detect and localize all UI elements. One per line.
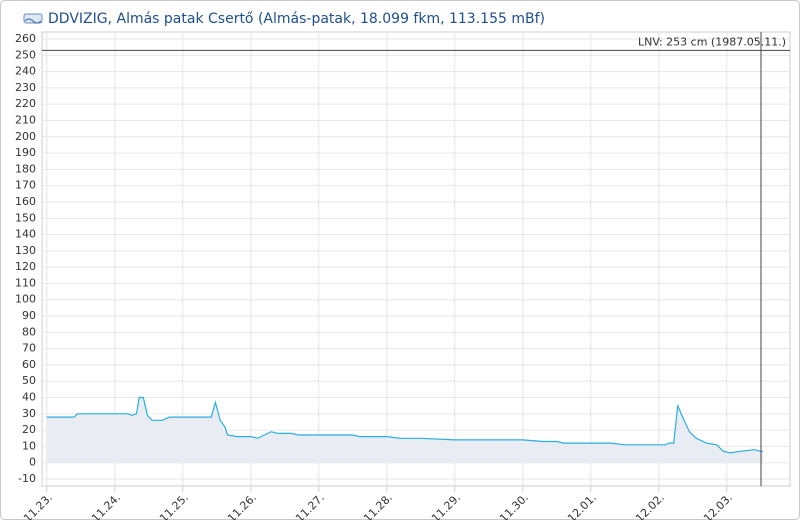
y-tick-label: 140 bbox=[15, 228, 36, 241]
y-tick-label: 210 bbox=[15, 113, 36, 126]
y-tick-label: 180 bbox=[15, 162, 36, 175]
logo bbox=[23, 13, 43, 24]
y-tick-label: 150 bbox=[15, 211, 36, 224]
y-tick-label: 70 bbox=[22, 342, 36, 355]
y-tick-label: 90 bbox=[22, 309, 36, 322]
lnv-label: LNV: 253 cm (1987.05.11.) bbox=[638, 35, 786, 48]
y-tick-label: 50 bbox=[22, 374, 36, 387]
y-tick-label: 0 bbox=[29, 456, 36, 469]
y-tick-label: 40 bbox=[22, 391, 36, 404]
y-tick-label: 20 bbox=[22, 423, 36, 436]
y-tick-label: 230 bbox=[15, 81, 36, 94]
y-tick-label: 60 bbox=[22, 358, 36, 371]
y-tick-label: 240 bbox=[15, 65, 36, 78]
area bbox=[46, 397, 763, 463]
y-tick-label: 130 bbox=[15, 244, 36, 257]
line bbox=[46, 396, 763, 454]
y-tick-label: 250 bbox=[15, 48, 36, 61]
y-tick-label: 30 bbox=[22, 407, 36, 420]
y-tick-label: 220 bbox=[15, 97, 36, 110]
y-tick-label: 190 bbox=[15, 146, 36, 159]
y-tick-label: 170 bbox=[15, 179, 36, 192]
y-tick-label: 160 bbox=[15, 195, 36, 208]
chart-title: DDVIZIG, Almás patak Csertő (Almás-patak… bbox=[48, 11, 545, 27]
y-tick-label: 80 bbox=[22, 325, 36, 338]
y-tick-label: 260 bbox=[15, 32, 36, 45]
y-tick-label: 100 bbox=[15, 293, 36, 306]
y-tick-label: 110 bbox=[15, 276, 36, 289]
y-tick-label: 120 bbox=[15, 260, 36, 273]
y-tick-label: -10 bbox=[18, 472, 36, 485]
plot-frame bbox=[41, 31, 791, 487]
y-tick-label: 200 bbox=[15, 130, 36, 143]
y-tick-label: 10 bbox=[22, 439, 36, 452]
